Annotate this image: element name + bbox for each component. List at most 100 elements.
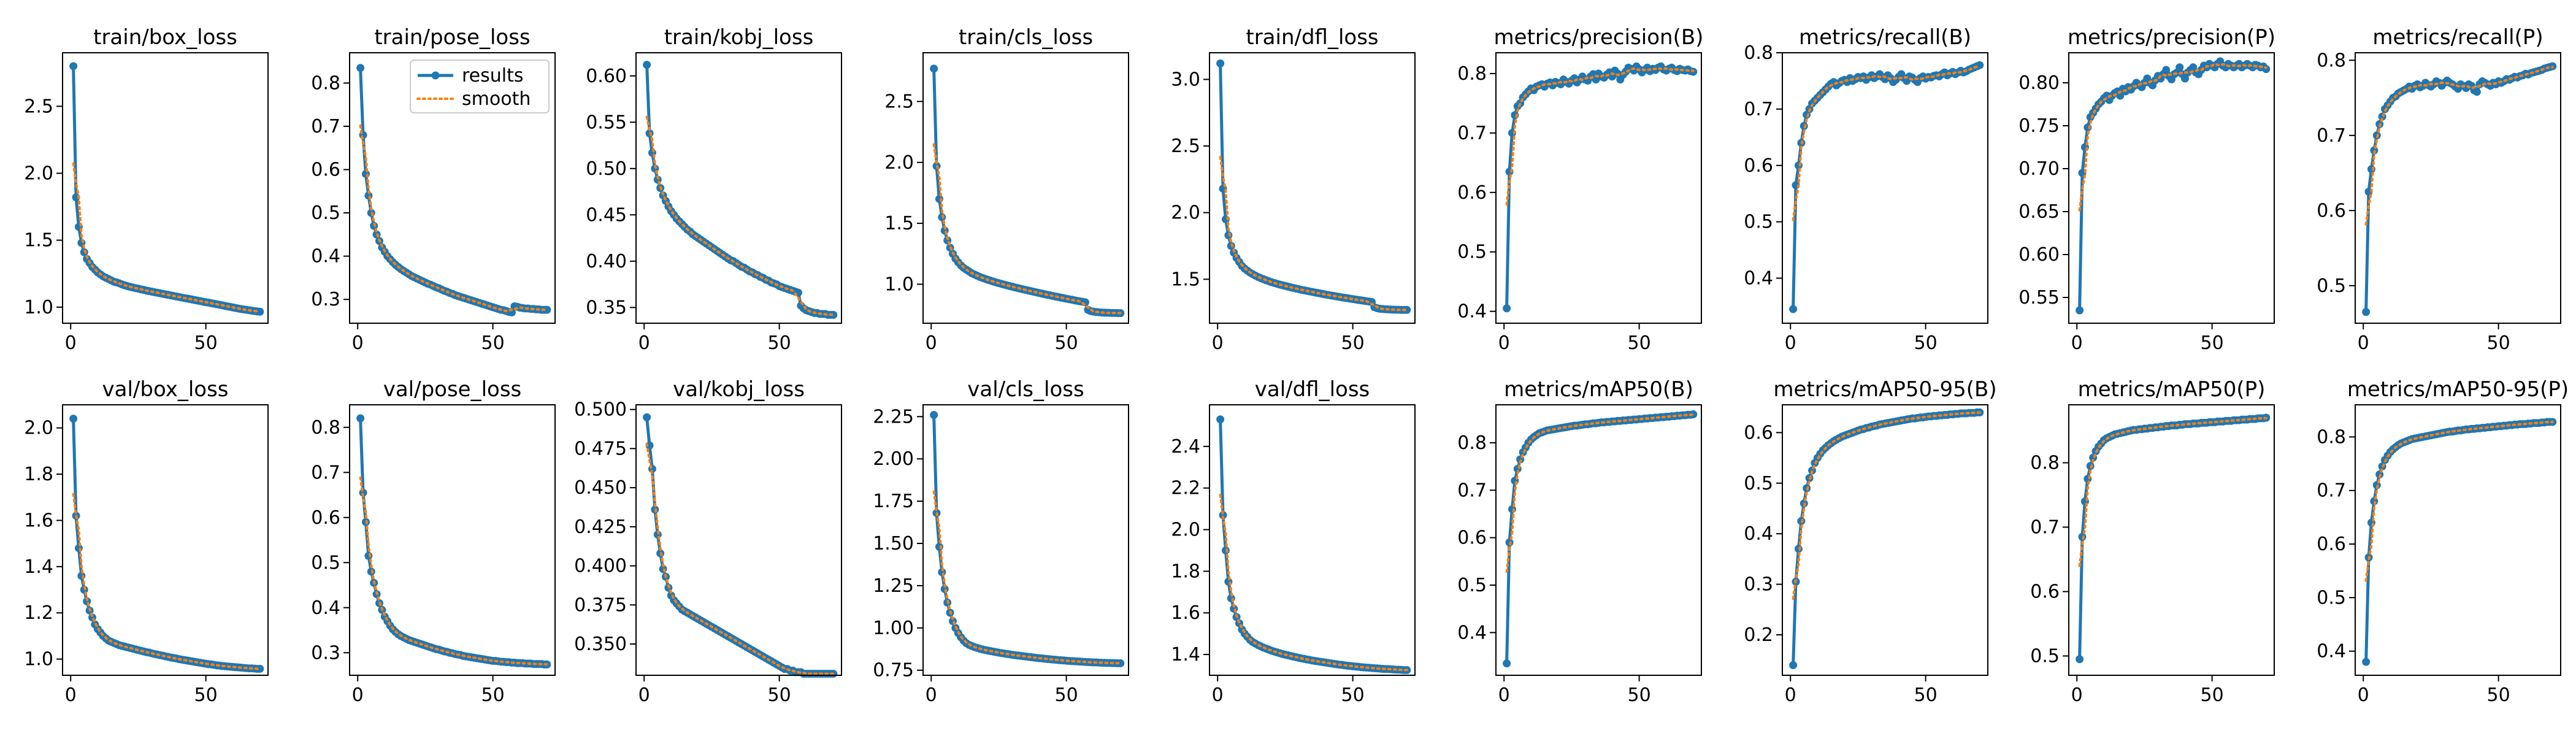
results-line [2078, 416, 2267, 659]
y-tick-label: 0.4 [311, 597, 340, 619]
y-tick-label: 1.4 [1171, 644, 1200, 665]
chart-title: train/cls_loss [959, 25, 1093, 50]
y-tick-label: 0.5 [1744, 473, 1773, 494]
plot-frame [1495, 52, 1702, 324]
chart-panel: val/box_loss 0 50 1.0 1.2 1.4 1.6 1.8 2.0 [24, 377, 269, 706]
plot-frame [635, 52, 842, 324]
chart-title: metrics/mAP50-95(B) [1773, 377, 1996, 402]
results-point [1976, 61, 1984, 69]
results-point [2362, 657, 2371, 666]
x-tick-label: 50 [481, 684, 505, 706]
y-tick-label: 2.5 [24, 96, 53, 117]
smooth-line [1219, 156, 1408, 312]
y-tick-label: 0.400 [574, 556, 627, 577]
y-tick-label: 2.0 [884, 152, 914, 174]
smooth-line [72, 162, 261, 313]
chart-title: train/box_loss [93, 25, 237, 50]
results-line [932, 415, 1121, 665]
smooth-line [645, 442, 835, 675]
y-tick-label: 0.75 [2018, 115, 2060, 137]
smooth-line [1219, 494, 1408, 672]
results-point [643, 413, 651, 421]
y-tick-label: 0.8 [2317, 426, 2346, 448]
y-tick-label: 0.50 [586, 158, 627, 180]
x-tick-label: 0 [2358, 684, 2369, 706]
chart-panel: metrics/mAP50-95(P) 0 50 0.4 0.5 0.6 0.7 0.8 [2317, 377, 2569, 706]
chart-panel: val/kobj_loss 0 50 0.350 0.375 0.400 0.425 0.45… [574, 377, 842, 706]
chart-title: train/kobj_loss [664, 25, 814, 50]
y-tick-label: 0.8 [1457, 63, 1487, 85]
y-tick-label: 0.65 [2018, 201, 2060, 223]
plot-frame [922, 52, 1129, 324]
results-point [543, 305, 551, 314]
results-point [2162, 66, 2171, 74]
smooth-line [2364, 420, 2554, 582]
smooth-line [2078, 416, 2267, 567]
y-tick-label: 0.8 [311, 417, 340, 439]
y-tick-label: 0.5 [2317, 275, 2346, 297]
chart-panel: val/dfl_loss 0 50 1.4 1.6 1.8 2.0 2.2 2.4 [1171, 377, 1416, 706]
results-point [2076, 306, 2084, 315]
y-tick-label: 0.6 [2317, 200, 2346, 221]
y-tick-label: 0.8 [1744, 42, 1773, 64]
y-tick-label: 0.425 [574, 516, 627, 538]
results-point [2472, 88, 2481, 96]
x-tick-label: 50 [2487, 332, 2510, 354]
plot-frame [1209, 52, 1416, 324]
smooth-line [359, 476, 548, 666]
y-tick-label: 2.0 [24, 418, 53, 439]
x-tick-label: 0 [1785, 332, 1796, 354]
y-tick-label: 0.3 [311, 289, 340, 310]
results-point [1216, 415, 1225, 424]
chart-panel: metrics/mAP50(B) 0 50 0.4 0.5 0.6 0.7 0.8 [1457, 377, 1702, 706]
y-tick-label: 2.00 [873, 448, 914, 470]
results-point [1403, 305, 1411, 314]
y-tick-label: 2.2 [1171, 478, 1200, 499]
y-tick-label: 2.5 [1171, 136, 1200, 157]
y-tick-label: 2.0 [24, 163, 53, 184]
chart-panel: train/pose_loss 0 50 0.3 0.4 0.5 0.6 0.7 0.8 resu… [311, 25, 556, 354]
chart-panel: metrics/recall(B) 0 50 0.4 0.5 0.6 0.7 0.8 [1744, 25, 1988, 354]
legend-results-label: results [462, 65, 524, 86]
y-tick-label: 0.7 [2030, 517, 2060, 539]
x-tick-label: 50 [1628, 332, 1651, 354]
y-tick-label: 0.80 [2018, 72, 2060, 94]
y-tick-label: 0.350 [574, 634, 627, 655]
plot-frame [1495, 404, 1702, 676]
x-tick-label: 0 [638, 332, 650, 354]
x-tick-label: 0 [1785, 684, 1796, 706]
x-tick-label: 0 [2071, 684, 2083, 706]
results-line [645, 64, 834, 316]
y-tick-label: 0.35 [586, 297, 627, 318]
results-point [2175, 63, 2184, 72]
smooth-line [932, 490, 1122, 665]
x-tick-label: 0 [1212, 332, 1224, 354]
results-point [1224, 231, 1233, 240]
y-tick-label: 0.4 [311, 246, 340, 267]
y-tick-label: 0.6 [1744, 155, 1773, 177]
y-tick-label: 1.6 [1171, 602, 1200, 624]
y-tick-label: 1.5 [24, 230, 53, 251]
legend-smooth-label: smooth [462, 88, 531, 110]
results-point [930, 64, 938, 73]
y-tick-label: 0.70 [2018, 158, 2060, 180]
y-tick-label: 1.0 [24, 649, 53, 670]
y-tick-label: 0.4 [1457, 622, 1487, 643]
x-tick-label: 0 [1498, 332, 1510, 354]
results-line [1505, 64, 1694, 309]
y-tick-label: 1.2 [24, 602, 53, 624]
y-tick-label: 0.5 [1457, 242, 1487, 263]
y-tick-label: 0.60 [586, 66, 627, 87]
x-tick-label: 0 [65, 684, 77, 706]
chart-panel: train/cls_loss 0 50 1.0 1.5 2.0 2.5 [884, 25, 1129, 354]
x-tick-label: 50 [1341, 684, 1365, 706]
y-tick-label: 0.6 [1457, 527, 1487, 549]
y-tick-label: 0.75 [873, 660, 914, 681]
chart-title: val/dfl_loss [1255, 377, 1370, 402]
y-tick-label: 1.4 [24, 556, 53, 578]
x-tick-label: 50 [1628, 684, 1651, 706]
y-tick-label: 0.7 [1744, 99, 1773, 120]
y-tick-label: 0.6 [1744, 422, 1773, 443]
y-tick-label: 0.7 [2317, 125, 2346, 147]
